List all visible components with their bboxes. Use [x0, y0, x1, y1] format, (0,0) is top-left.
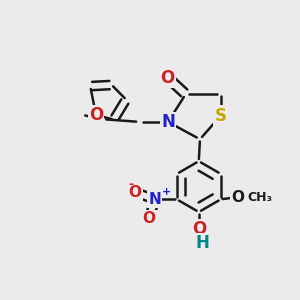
- Text: -: -: [129, 178, 134, 191]
- Text: CH₃: CH₃: [248, 190, 273, 203]
- Text: O: O: [232, 190, 244, 205]
- Text: +: +: [162, 187, 171, 197]
- Text: O: O: [142, 212, 156, 226]
- Text: O: O: [129, 185, 142, 200]
- Text: N: N: [161, 113, 175, 131]
- Text: O: O: [160, 69, 175, 87]
- Text: H: H: [195, 234, 209, 252]
- Text: S: S: [215, 107, 227, 125]
- Text: O: O: [89, 106, 103, 124]
- Text: O: O: [192, 220, 206, 238]
- Text: N: N: [148, 192, 161, 207]
